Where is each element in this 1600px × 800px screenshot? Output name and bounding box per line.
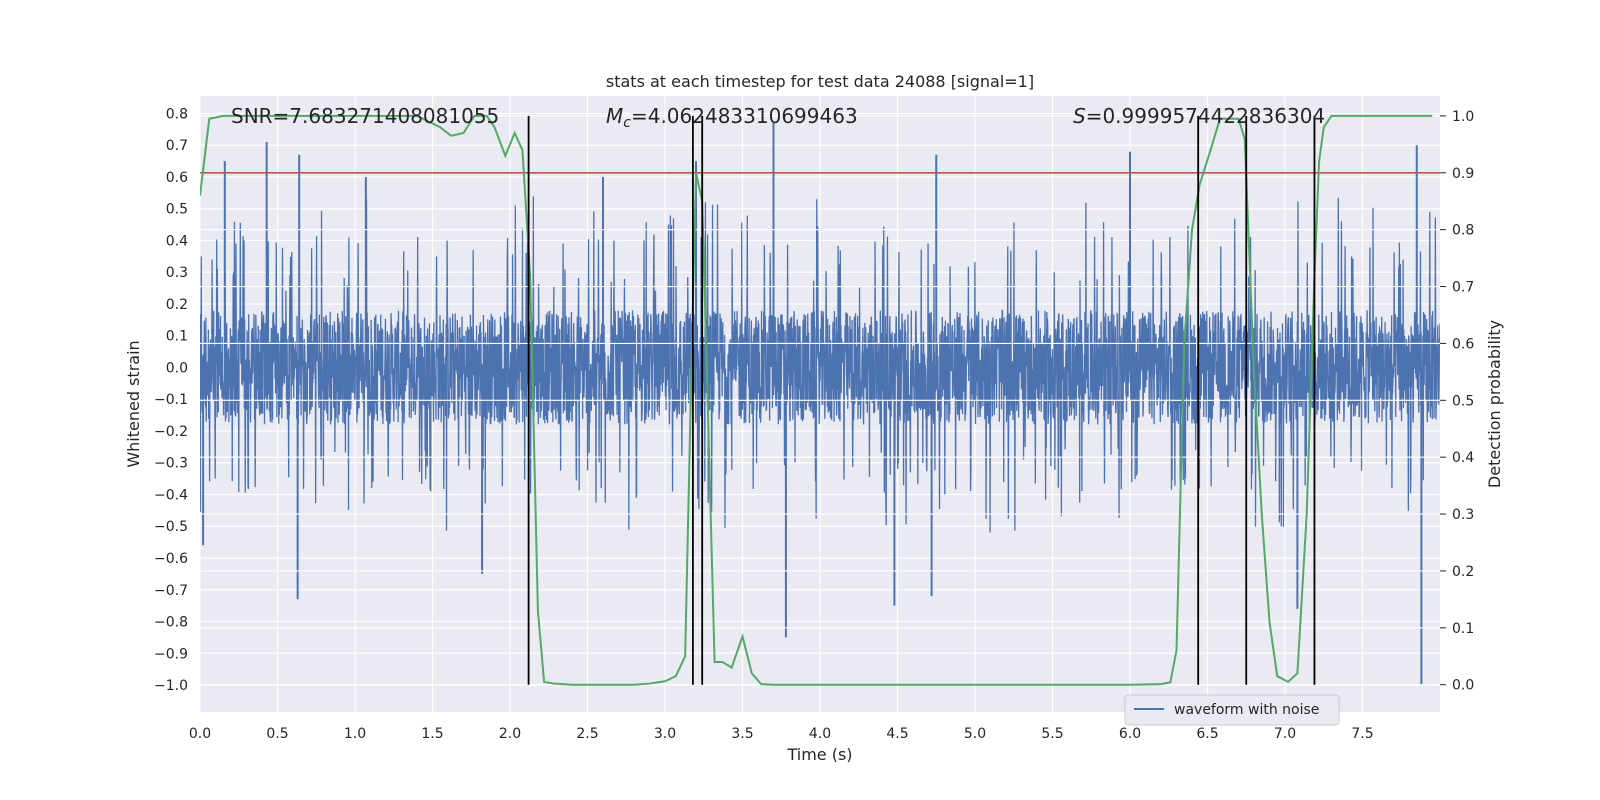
x-tick-label: 1.5 — [421, 726, 443, 742]
mc-subscript: c — [623, 115, 631, 131]
mc-annotation: Mc=4.062483310699463 — [606, 104, 858, 131]
y-tick-label: 0.0 — [166, 360, 188, 376]
snr-annotation: SNR=7.683271408081055 — [231, 104, 499, 128]
x-tick-label: 1.0 — [344, 726, 366, 742]
y-tick-label: −1.0 — [154, 678, 188, 694]
x-tick-label: 0.5 — [266, 726, 288, 742]
x-axis-label: Time (s) — [786, 745, 852, 764]
y-tick-label: −0.3 — [154, 456, 188, 472]
y2-tick-label: 0.0 — [1452, 678, 1474, 694]
y2-tick-label: 0.1 — [1452, 621, 1474, 637]
mc-symbol: M — [606, 104, 623, 128]
y2-tick-label: 0.5 — [1452, 393, 1474, 409]
vertical-markers — [527, 115, 1316, 685]
x-tick-label: 3.5 — [731, 726, 753, 742]
x-tick-label: 6.5 — [1196, 726, 1218, 742]
probability-line — [200, 114, 1433, 686]
y2-tick-label: 0.7 — [1452, 280, 1474, 296]
x-tick-label: 5.0 — [964, 726, 986, 742]
y-tick-label: 0.1 — [166, 329, 188, 345]
x-tick-label: 4.0 — [809, 726, 831, 742]
y-tick-label: 0.3 — [166, 265, 188, 281]
y-tick-label: −0.8 — [154, 615, 188, 631]
x-tick-label: 5.5 — [1041, 726, 1063, 742]
waveform-series — [200, 122, 1440, 686]
x-tick-label: 7.0 — [1274, 726, 1296, 742]
detection-probability-series — [200, 114, 1433, 686]
x-tick-label: 4.5 — [886, 726, 908, 742]
y2-tick-label: 0.4 — [1452, 450, 1474, 466]
x-tick-label: 0.0 — [189, 726, 211, 742]
waveform-line — [200, 196, 1440, 533]
y-tick-label: 0.7 — [166, 138, 188, 154]
y-tick-label: −0.4 — [154, 487, 188, 503]
y-tick-label: 0.2 — [166, 297, 188, 313]
s-annotation: S=0.9999574422836304 — [1073, 104, 1325, 128]
x-tick-label: 2.5 — [576, 726, 598, 742]
y-tick-label: −0.2 — [154, 424, 188, 440]
x-tick-label: 2.0 — [499, 726, 521, 742]
y-tick-label: 0.8 — [166, 106, 188, 122]
y-tick-label: 0.4 — [166, 233, 188, 249]
legend-box — [1124, 694, 1340, 726]
legend-entry: waveform with noise — [1174, 702, 1319, 718]
y2-tick-label: 0.3 — [1452, 507, 1474, 523]
x-tick-label: 3.0 — [654, 726, 676, 742]
chart-title: stats at each timestep for test data 240… — [606, 72, 1034, 91]
x-tick-label: 6.0 — [1119, 726, 1141, 742]
x-axis-ticks: 0.0 0.5 1.0 1.5 2.0 2.5 3.0 3.5 4.0 4.5 5.0 5.5 6.0 6… — [189, 726, 1374, 742]
y-axis-label: Whitened strain — [124, 340, 143, 467]
y2-tick-label: 0.2 — [1452, 564, 1474, 580]
y-axis-ticks: 0.8 0.7 0.6 0.5 0.4 0.3 0.2 0.1 0.0 −0.1 −0.2 −0.3 −… — [154, 106, 188, 694]
y-tick-label: −0.1 — [154, 392, 188, 408]
y-tick-label: −0.7 — [154, 583, 188, 599]
x-tick-label: 7.5 — [1351, 726, 1373, 742]
y2-axis-ticks: 1.0 0.9 0.8 0.7 0.6 0.5 0.4 0.3 0.2 0.1 0.0 — [1440, 109, 1474, 694]
y-tick-label: −0.6 — [154, 551, 188, 567]
s-symbol: S — [1073, 104, 1086, 128]
y2-axis-label: Detection probability — [1485, 320, 1504, 488]
y2-tick-label: 0.6 — [1452, 336, 1474, 352]
y2-tick-label: 0.9 — [1452, 166, 1474, 182]
y2-tick-label: 0.8 — [1452, 223, 1474, 239]
y-tick-label: −0.9 — [154, 646, 188, 662]
y-tick-label: 0.6 — [166, 170, 188, 186]
y-tick-label: 0.5 — [166, 202, 188, 218]
y-tick-label: −0.5 — [154, 519, 188, 535]
mc-value: =4.062483310699463 — [631, 104, 858, 128]
y2-tick-label: 1.0 — [1452, 109, 1474, 125]
legend: waveform with noise — [1124, 694, 1340, 726]
s-value: =0.9999574422836304 — [1086, 104, 1325, 128]
